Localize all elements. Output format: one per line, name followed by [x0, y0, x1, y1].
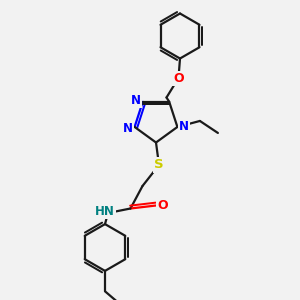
Text: N: N [131, 94, 141, 107]
Text: N: N [179, 121, 189, 134]
Text: S: S [154, 158, 164, 172]
Text: O: O [157, 199, 168, 212]
Text: O: O [173, 71, 184, 85]
Text: N: N [123, 122, 133, 135]
Text: HN: HN [95, 205, 115, 218]
